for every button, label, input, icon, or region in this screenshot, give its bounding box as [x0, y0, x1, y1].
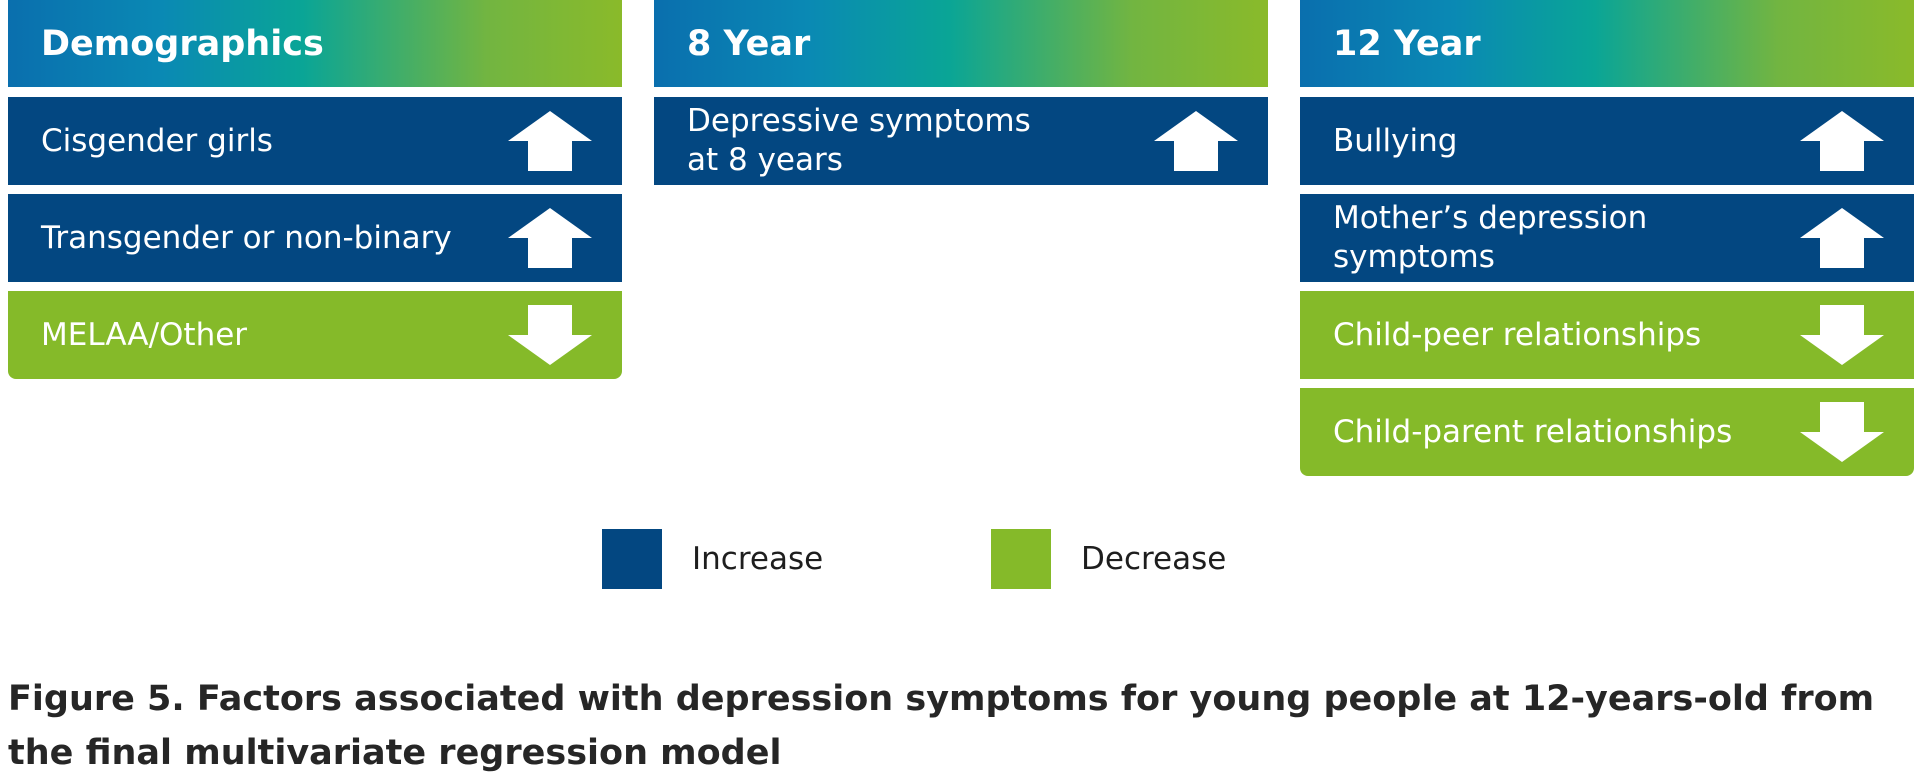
factor-label: Transgender or non-binary [41, 219, 452, 256]
factor-depressive-symptoms-8-years: Depressive symptoms at 8 years [654, 97, 1268, 185]
factor-label: MELAA/Other [41, 316, 248, 353]
arrow-down-icon [508, 305, 592, 365]
legend-swatch-decrease [991, 529, 1051, 589]
factor-label: Child-parent relationships [1333, 413, 1733, 450]
arrow-up-icon [1800, 111, 1884, 171]
legend-swatch-increase [602, 529, 662, 589]
factor-mothers-depression-symptoms: Mother’s depression symptoms [1300, 194, 1914, 282]
factor-transgender-non-binary: Transgender or non-binary [8, 194, 622, 282]
arrow-up-icon [508, 208, 592, 268]
arrow-down-icon [1800, 402, 1884, 462]
legend-label-increase: Increase [692, 541, 824, 577]
factor-child-peer-relationships: Child-peer relationships [1300, 291, 1914, 379]
factor-label: Bullying [1333, 122, 1458, 159]
column-header-8-year: 8 Year [654, 0, 1268, 87]
arrow-up-icon [508, 111, 592, 171]
arrow-up-icon [1800, 208, 1884, 268]
legend-increase: Increase [602, 529, 823, 589]
legend-label-decrease: Decrease [1081, 541, 1227, 577]
legend-decrease: Decrease [991, 529, 1226, 589]
factor-label: Depressive symptoms at 8 years [687, 103, 1031, 178]
factor-cisgender-girls: Cisgender girls [8, 97, 622, 185]
factor-child-parent-relationships: Child-parent relationships [1300, 388, 1914, 476]
factor-bullying: Bullying [1300, 97, 1914, 185]
arrow-up-icon [1154, 111, 1238, 171]
factor-label: Child-peer relationships [1333, 316, 1702, 353]
factor-label: Mother’s depression symptoms [1333, 200, 1648, 275]
column-header-demographics: Demographics [8, 0, 622, 87]
column-header-12-year: 12 Year [1300, 0, 1914, 87]
arrow-down-icon [1800, 305, 1884, 365]
factor-label: Cisgender girls [41, 122, 273, 159]
factor-melaa-other: MELAA/Other [8, 291, 622, 379]
figure-caption: Figure 5. Factors associated with depres… [8, 679, 1875, 773]
